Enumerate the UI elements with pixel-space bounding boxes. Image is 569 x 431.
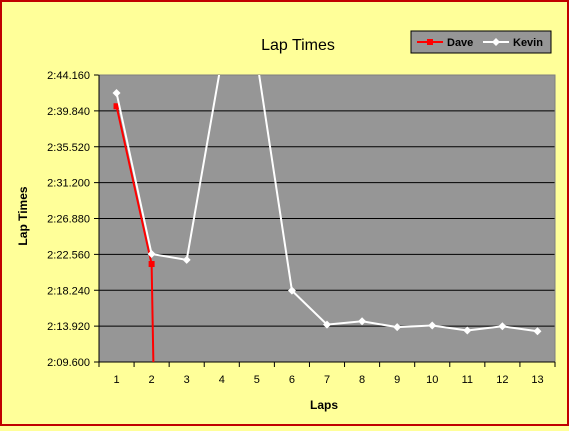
y-tick-label: 2:13.920 bbox=[47, 321, 90, 333]
data-point-kevin bbox=[323, 320, 331, 329]
x-tick-label: 9 bbox=[394, 374, 400, 386]
y-tick-label: 2:39.840 bbox=[47, 106, 90, 118]
y-tick-label: 2:26.880 bbox=[47, 214, 90, 226]
x-tick-label: 13 bbox=[531, 374, 543, 386]
data-point-kevin bbox=[358, 317, 367, 326]
x-tick-label: 10 bbox=[426, 374, 438, 386]
data-point-kevin bbox=[428, 321, 437, 330]
y-tick-label: 2:35.520 bbox=[47, 142, 90, 154]
x-tick-label: 8 bbox=[359, 374, 365, 386]
x-tick-label: 4 bbox=[219, 374, 225, 386]
data-point-kevin bbox=[498, 322, 507, 331]
legend-label-dave: Dave bbox=[447, 37, 473, 49]
x-tick-label: 11 bbox=[462, 374, 473, 386]
x-tick-label: 12 bbox=[496, 374, 508, 386]
y-tick-label: 2:22.560 bbox=[47, 249, 90, 261]
data-point-dave bbox=[113, 103, 120, 110]
x-tick-label: 2 bbox=[149, 374, 155, 386]
legend-marker-kevin bbox=[492, 38, 500, 46]
y-tick-label: 2:18.240 bbox=[47, 285, 90, 297]
data-point-kevin bbox=[393, 323, 402, 332]
data-point-kevin bbox=[287, 286, 296, 295]
y-axis-label: Lap Times bbox=[16, 186, 30, 245]
data-point-kevin bbox=[533, 327, 542, 336]
data-point-kevin bbox=[147, 250, 156, 259]
x-tick-label: 5 bbox=[254, 374, 260, 386]
legend-box bbox=[410, 30, 552, 54]
x-tick-label: 3 bbox=[184, 374, 190, 386]
legend: Dave Kevin bbox=[410, 30, 552, 54]
x-tick-label: 7 bbox=[324, 374, 330, 386]
y-tick-label: 2:31.200 bbox=[47, 178, 90, 190]
legend-marker-dave bbox=[427, 39, 433, 45]
chart-title: Lap Times bbox=[261, 37, 335, 54]
data-point-kevin bbox=[182, 255, 191, 264]
x-axis-label: Laps bbox=[310, 398, 338, 412]
plot-area: 2:09.600 2:13.920 2:18.240 2:22.560 2:26.880… bbox=[47, 70, 556, 386]
y-tick-label: 2:09.600 bbox=[47, 357, 90, 369]
data-point-kevin bbox=[463, 326, 472, 335]
data-point-kevin bbox=[112, 88, 121, 97]
data-point-dave bbox=[148, 261, 155, 268]
legend-label-kevin: Kevin bbox=[513, 37, 543, 49]
x-tick-label: 1 bbox=[113, 374, 119, 386]
x-tick-label: 6 bbox=[289, 374, 295, 386]
y-tick-label: 2:44.160 bbox=[47, 70, 90, 82]
series-group bbox=[112, 75, 542, 362]
